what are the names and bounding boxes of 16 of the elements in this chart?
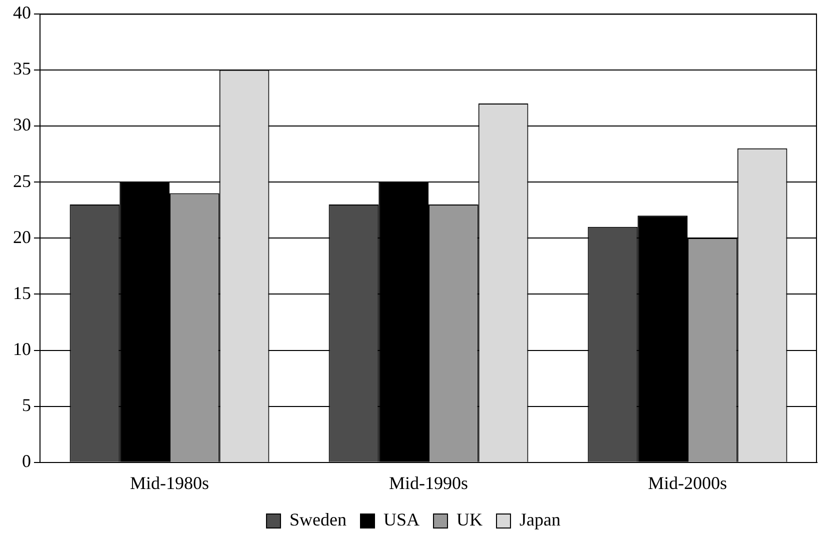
x-tick-label: Mid-1990s [388,472,468,493]
legend-label: USA [384,510,420,530]
legend-label: Japan [520,510,560,530]
legend-label: Sweden [290,510,347,530]
y-tick-label: 25 [13,170,31,191]
y-tick-label: 35 [13,58,31,79]
y-tick-label: 15 [13,282,31,303]
y-tick-label: 10 [13,338,31,359]
y-tick-label: 0 [22,451,31,472]
y-tick-label: 5 [22,395,31,416]
x-tick-label: Mid-1980s [130,472,210,493]
y-tick-label: 20 [13,226,31,247]
x-tick-label: Mid-2000s [648,472,728,493]
y-tick-label: 30 [13,114,31,135]
legend-label: UK [456,510,483,530]
y-tick-label: 40 [13,2,31,23]
